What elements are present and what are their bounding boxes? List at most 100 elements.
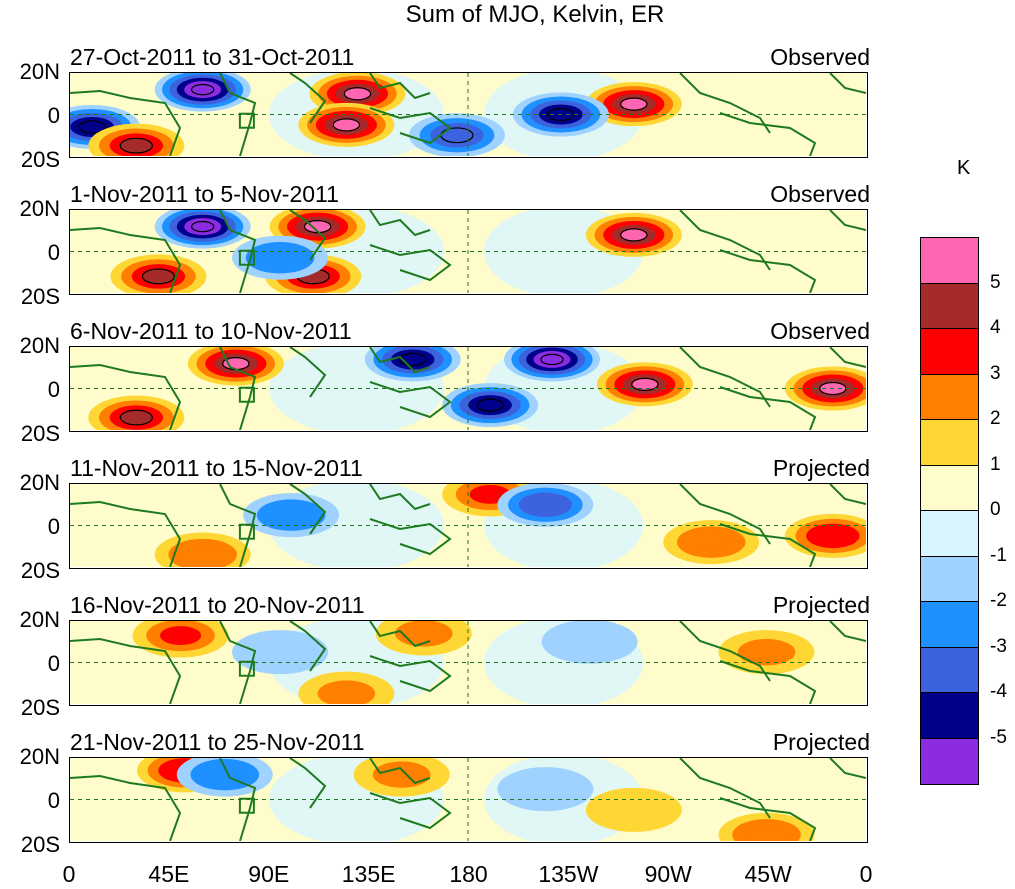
coastline xyxy=(70,500,182,567)
lat-tick-label: 0 xyxy=(47,651,60,676)
anomaly-band xyxy=(690,73,851,156)
colorbar-tick-label: -5 xyxy=(990,726,1007,748)
coastline xyxy=(289,347,327,398)
anomaly-map xyxy=(69,620,868,706)
colorbar-swatch xyxy=(921,374,978,420)
anomaly-contour xyxy=(332,118,361,132)
lon-tick-label: 135W xyxy=(538,861,599,887)
coastline xyxy=(369,621,431,648)
lat-tick-label: 20S xyxy=(20,421,60,446)
colorbar-swatch xyxy=(921,511,978,557)
coastline xyxy=(719,249,817,293)
panel-type-label: Observed xyxy=(770,318,870,344)
colorbar-unit: K xyxy=(957,157,971,179)
anomaly-field xyxy=(70,484,866,567)
coastline xyxy=(70,637,182,704)
lat-tick-label: 20N xyxy=(19,333,60,358)
coastline xyxy=(679,484,771,545)
coastline xyxy=(679,73,771,134)
coastline xyxy=(289,210,327,261)
coastline xyxy=(70,226,182,293)
anomaly-contour xyxy=(620,228,648,242)
coastline xyxy=(679,621,771,682)
coastline xyxy=(369,758,431,785)
anomaly-field xyxy=(70,210,866,293)
anomaly-contour xyxy=(816,528,849,544)
region-box xyxy=(238,249,255,266)
colorbar-tick-label: -3 xyxy=(990,635,1007,657)
anomaly-band xyxy=(690,210,851,293)
page-title: Sum of MJO, Kelvin, ER xyxy=(405,1,665,28)
anomaly-map xyxy=(69,209,868,295)
coastline xyxy=(719,112,817,156)
anomaly-map xyxy=(69,483,868,569)
coastline xyxy=(679,758,771,819)
lon-tick-label: 180 xyxy=(449,861,488,887)
lat-tick-label: 20N xyxy=(19,196,60,221)
coastline xyxy=(70,363,182,430)
colorbar-swatch xyxy=(921,647,978,693)
anomaly-contour xyxy=(476,398,504,412)
anomaly-contour xyxy=(690,532,732,552)
anomaly-contour xyxy=(190,83,215,96)
lat-tick-label: 20S xyxy=(20,832,60,857)
colorbar-tick-label: -4 xyxy=(990,681,1007,702)
coastline xyxy=(219,621,257,704)
panel-type-label: Projected xyxy=(772,592,870,618)
anomaly-contour xyxy=(737,638,796,666)
region-box xyxy=(238,660,255,677)
coastline xyxy=(369,381,452,419)
anomaly-contour xyxy=(540,353,564,366)
coastline xyxy=(369,655,452,693)
colorbar-tick-label: 2 xyxy=(990,408,1001,429)
coastline xyxy=(679,210,771,271)
panel-date-range: 11-Nov-2011 to 15-Nov-2011 xyxy=(70,455,363,481)
coastline xyxy=(829,347,866,368)
coastline xyxy=(289,621,327,672)
anomaly-contour xyxy=(560,628,619,655)
colorbar-tick-label: 1 xyxy=(990,453,1001,475)
coastline xyxy=(369,484,431,511)
coastline xyxy=(719,523,817,567)
colorbar-tick-label: 5 xyxy=(990,271,1001,293)
anomaly-contour xyxy=(141,268,176,285)
lat-tick-label: 0 xyxy=(47,240,60,265)
coastline xyxy=(289,73,327,124)
anomaly-map xyxy=(69,346,868,432)
coastline xyxy=(219,484,257,567)
panel-type-label: Projected xyxy=(772,729,870,755)
colorbar-swatch xyxy=(921,693,978,739)
anomaly-contour xyxy=(343,87,372,101)
coastline xyxy=(829,621,866,642)
anomaly-contour xyxy=(745,825,788,841)
lon-tick-label: 0 xyxy=(859,861,873,887)
anomaly-contour xyxy=(259,248,301,268)
panel-type-label: Observed xyxy=(770,44,870,70)
colorbar-swatch xyxy=(921,738,978,784)
panel-type-label: Observed xyxy=(770,181,870,207)
colorbar-tick-label: -1 xyxy=(990,544,1007,566)
coastline xyxy=(369,107,452,145)
coastline xyxy=(369,347,431,374)
panel-date-range: 27-Oct-2011 to 31-Oct-2011 xyxy=(70,44,355,70)
anomaly-contour xyxy=(119,137,153,154)
lat-tick-label: 0 xyxy=(47,514,60,539)
coastline xyxy=(369,244,452,282)
anomaly-contour xyxy=(159,626,202,645)
coastline xyxy=(829,758,866,779)
lon-tick-label: 90E xyxy=(248,861,290,887)
coastline xyxy=(289,758,327,809)
lat-tick-label: 20S xyxy=(20,284,60,309)
colorbar-tick-label: 4 xyxy=(990,317,1001,338)
coastline xyxy=(369,518,452,556)
lon-tick-label: 45E xyxy=(148,861,190,887)
anomaly-contour xyxy=(605,796,663,824)
lon-tick-label: 45W xyxy=(744,861,792,887)
colorbar xyxy=(920,237,979,785)
anomaly-band xyxy=(690,347,851,430)
anomaly-contour xyxy=(251,638,309,666)
anomaly-contour xyxy=(182,545,224,564)
lat-tick-label: 20N xyxy=(19,59,60,84)
lat-tick-label: 0 xyxy=(47,103,60,128)
anomaly-map xyxy=(69,72,868,158)
